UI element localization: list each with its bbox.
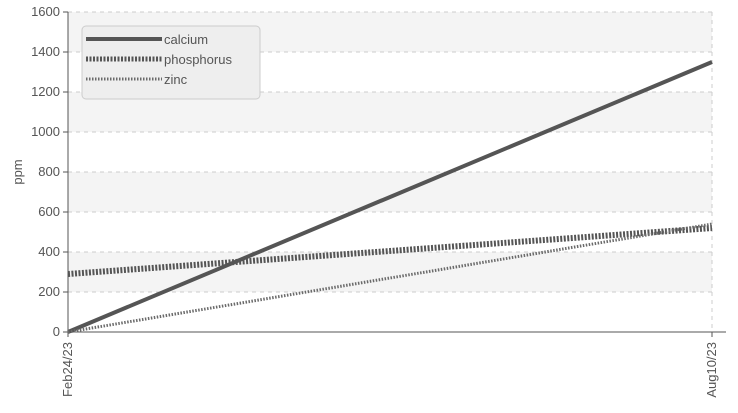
legend-label-zinc[interactable]: zinc: [164, 72, 188, 87]
y-tick-label: 800: [38, 164, 60, 179]
series-lines: [67, 60, 713, 334]
y-tick-label: 1600: [31, 4, 60, 19]
x-tick-label: Feb24/23: [60, 342, 75, 397]
y-tick-label: 600: [38, 204, 60, 219]
axes: [63, 11, 726, 337]
series-line-phosphorus: [67, 225, 713, 277]
y-tick-label: 400: [38, 244, 60, 259]
y-axis-title: ppm: [10, 159, 25, 184]
y-tick-label: 1000: [31, 124, 60, 139]
x-tick-labels: Feb24/23 Aug10/23: [60, 342, 719, 398]
legend-box: [81, 25, 261, 100]
background-band: [68, 252, 712, 292]
legend-label-calcium[interactable]: calcium: [164, 32, 208, 47]
series-line-zinc: [67, 222, 713, 334]
y-tick-label: 200: [38, 284, 60, 299]
legend[interactable]: calcium phosphorus zinc: [81, 25, 261, 100]
x-tick-label: Aug10/23: [704, 342, 719, 398]
series-line-calcium: [67, 60, 713, 334]
y-tick-labels: 0 200 400 600 800 1000 1200 1400 1600: [31, 4, 60, 339]
y-tick-label: 1400: [31, 44, 60, 59]
y-tick-label: 1200: [31, 84, 60, 99]
y-tick-label: 0: [53, 324, 60, 339]
background-band: [68, 172, 712, 212]
legend-label-phosphorus[interactable]: phosphorus: [164, 52, 232, 67]
